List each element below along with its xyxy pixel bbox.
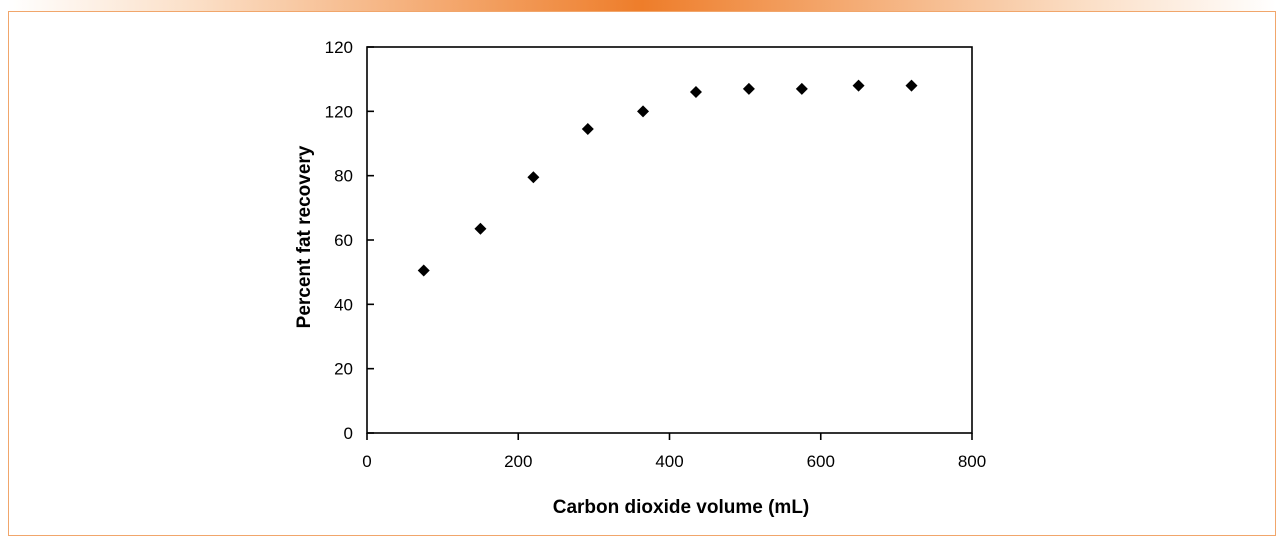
x-axis-ticks: 0 200 400 600 800 [362,433,986,471]
top-accent-bar [8,0,1276,12]
y-tick-label: 40 [334,295,353,314]
data-point [795,82,808,95]
data-point [417,264,430,277]
x-axis-title: Carbon dioxide volume (mL) [553,497,810,518]
plot-axes [366,46,973,434]
x-tick-label: 800 [958,452,986,471]
y-tick-label: 120 [325,38,353,57]
y-tick-label: 80 [334,167,353,186]
y-axis-title: Percent fat recovery [294,145,315,328]
data-point [742,82,755,95]
figure-frame [8,12,1276,536]
x-tick-label: 600 [807,452,835,471]
x-tick-label: 200 [504,452,532,471]
data-points [417,79,918,277]
x-tick-label: 400 [655,452,683,471]
y-axis-ticks: 0 20 40 60 80 120 120 [325,38,374,443]
data-point [689,86,702,99]
data-point [474,222,487,235]
y-tick-label: 20 [334,360,353,379]
y-tick-label: 120 [325,102,353,121]
y-tick-label: 0 [344,424,353,443]
data-point [581,123,594,136]
plot-area-border [366,46,973,434]
x-tick-label: 0 [362,452,371,471]
data-point [905,79,918,92]
data-point [637,105,650,118]
y-tick-label: 60 [334,231,353,250]
data-point [527,171,540,184]
data-point [852,79,865,92]
